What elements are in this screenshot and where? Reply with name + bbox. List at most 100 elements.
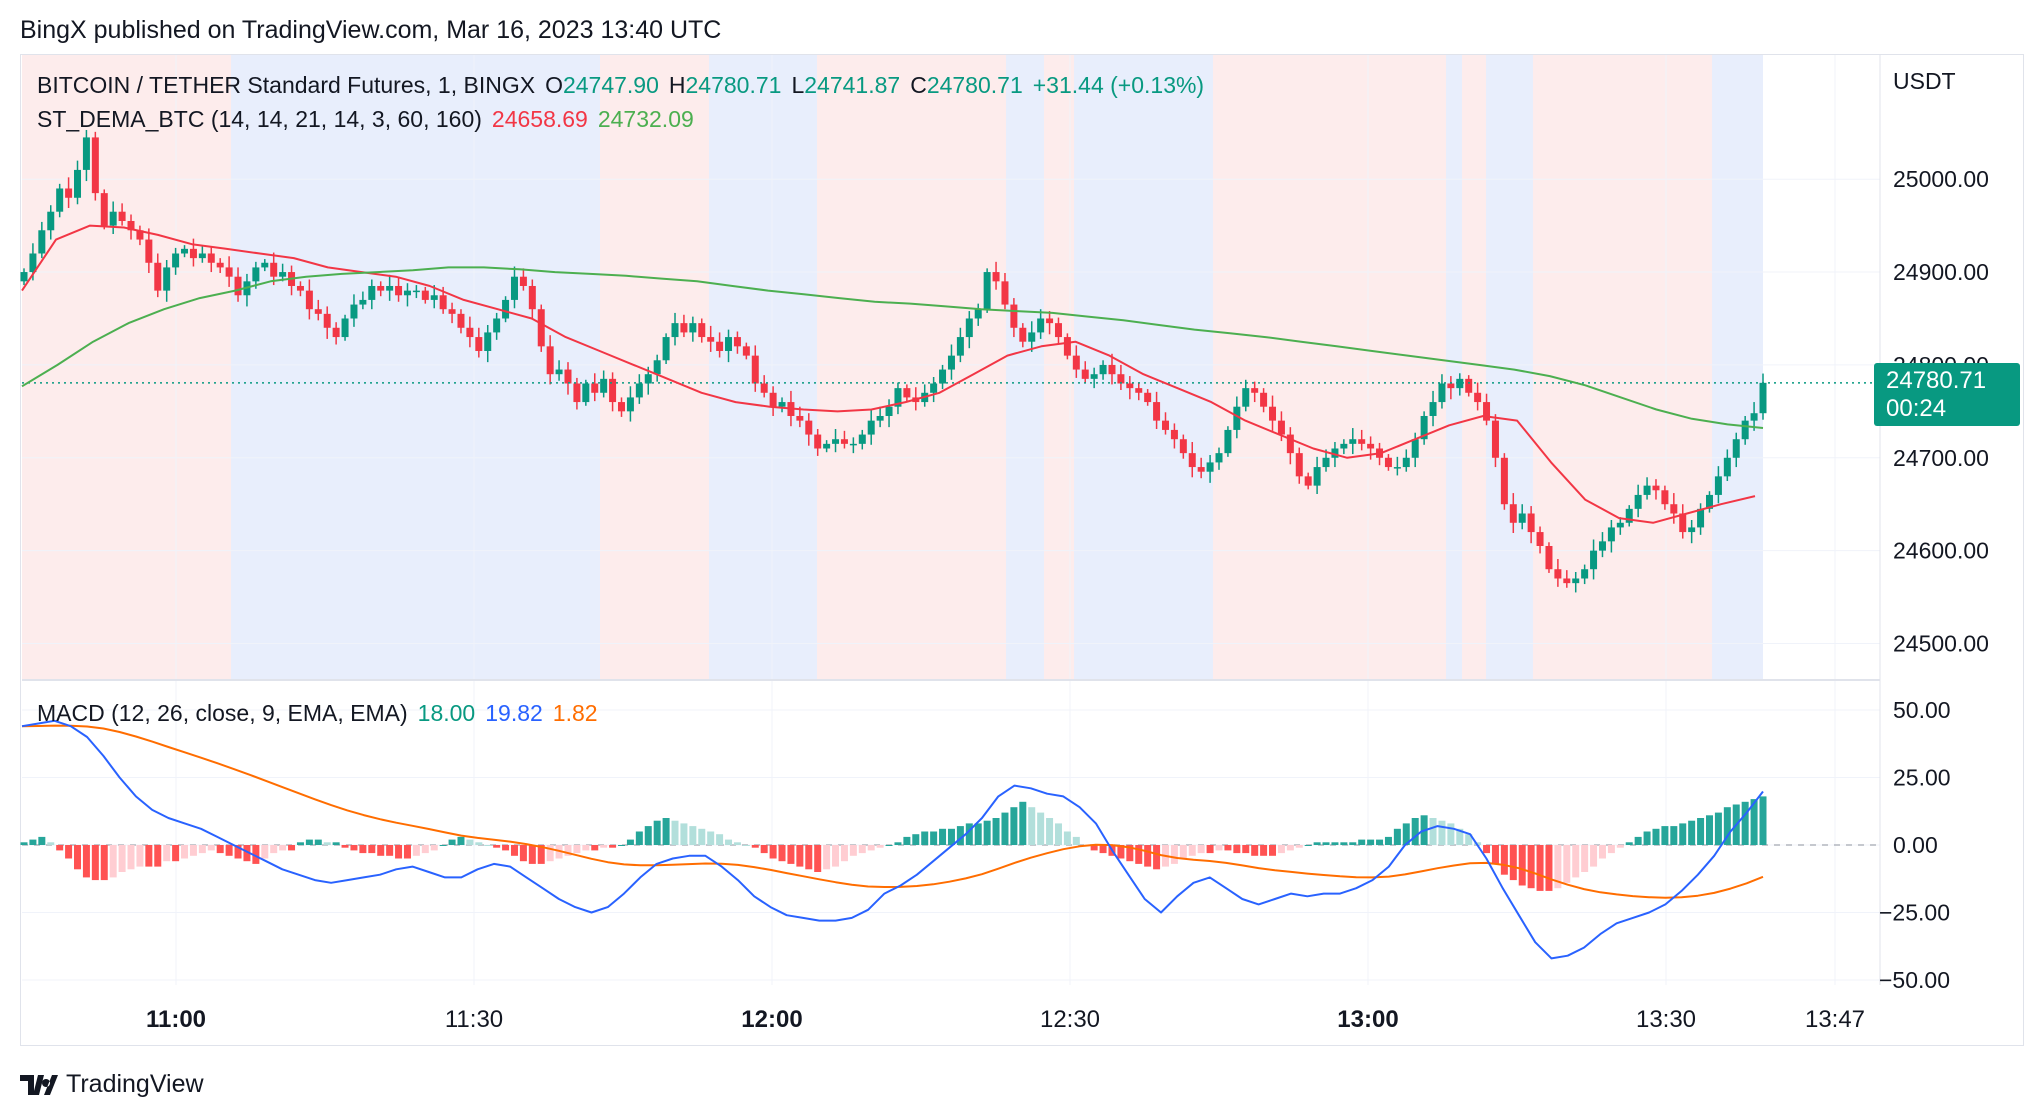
macd-hist-bar-96 [876,845,884,848]
macd-hist-bar-132 [1197,845,1205,854]
candle-body-45 [421,290,429,300]
macd-hist-bar-84 [769,845,777,859]
macd-hist-bar-160 [1447,823,1455,845]
macd-hist-bar-117 [1063,831,1071,845]
regime-band-3 [709,55,817,680]
macd-hist-bar-75 [689,826,697,845]
macd-hist-bar-150 [1358,839,1366,845]
macd-hist-bar-101 [921,831,929,845]
candle-body-145 [1313,467,1321,486]
candle-body-193 [1741,420,1749,440]
price-unit-label: USDT [1893,68,1956,94]
macd-hist-bar-40 [377,845,385,856]
macd-hist-bar-92 [840,845,848,862]
macd-hist-bar-18 [181,845,189,859]
candle-body-31 [296,285,304,291]
macd-hist-bar-109 [992,818,1000,845]
time-tick-label-3: 12:30 [1040,1006,1100,1033]
candle-body-76 [698,323,706,338]
candle-body-114 [1037,318,1045,333]
macd-hist-bar-131 [1188,845,1196,856]
candle-body-92 [840,439,848,444]
macd-hist-bar-181 [1634,836,1642,845]
regime-band-12 [1533,55,1712,680]
close-label: C [910,72,927,98]
symbol-title: BITCOIN / TETHER Standard Futures, 1, BI… [37,72,536,98]
macd-hist-bar-78 [716,834,724,845]
macd-hist-bar-6 [74,845,82,870]
price-tick-label-4: 24900.00 [1893,259,1989,285]
macd-hist-bar-167 [1509,845,1517,881]
macd-hist-bar-39 [368,845,376,854]
candle-body-94 [858,434,866,444]
macd-hist-bar-97 [885,845,893,846]
candle-body-48 [448,309,456,314]
chart-frame[interactable] [20,54,2024,1046]
macd-hist-bar-172 [1554,845,1562,889]
candle-body-190 [1714,476,1722,495]
macd-hist-bar-99 [903,836,911,845]
candle-body-78 [716,341,724,351]
candle-body-97 [885,406,893,416]
macd-hist-bar-118 [1072,836,1080,845]
candle-body-189 [1705,494,1713,509]
candle-body-108 [983,272,991,310]
candle-body-164 [1483,402,1491,421]
macd-hist-bar-21 [207,845,215,851]
macd-hist-bar-179 [1616,845,1624,848]
candle-body-43 [403,290,411,296]
candle-body-88 [805,420,813,435]
macd-hist-bar-4 [56,845,64,851]
change-value: +31.44 (+0.13%) [1032,72,1205,98]
macd-hist-bar-153 [1384,836,1392,845]
candle-body-168 [1518,513,1526,523]
macd-hist-bar-79 [725,839,733,845]
main-legend[interactable]: BITCOIN / TETHER Standard Futures, 1, BI… [37,72,1214,99]
candle-body-28 [270,262,278,277]
regime-band-8 [1213,55,1446,680]
candle-body-110 [1001,281,1009,305]
macd-hist-bar-15 [154,845,162,867]
candle-body-51 [475,337,483,351]
macd-hist-bar-144 [1304,845,1312,846]
candle-body-140 [1269,406,1277,421]
regime-band-1 [231,55,600,680]
candle-body-170 [1536,532,1544,546]
macd-hist-bar-29 [279,845,287,851]
macd-tick-label-3: −25.00 [1879,900,1950,926]
macd-hist-bar-3 [47,842,55,845]
candle-body-62 [573,383,581,403]
macd-hist-bar-114 [1037,812,1045,845]
macd-hist-bar-165 [1491,845,1499,864]
macd-legend[interactable]: MACD (12, 26, close, 9, EMA, EMA) 18.00 19… [37,700,608,727]
macd-hist-bar-65 [600,845,608,848]
macd-hist-bar-191 [1723,807,1731,845]
macd-hist-bar-103 [939,828,947,845]
macd-hist-bar-161 [1456,828,1464,845]
macd-hist-bar-173 [1563,845,1571,883]
macd-hist-bar-158 [1429,818,1437,845]
candle-body-153 [1384,457,1392,468]
st-dema-legend[interactable]: ST_DEMA_BTC (14, 14, 21, 14, 3, 60, 160)… [37,106,704,133]
macd-hist-bar-33 [314,839,322,845]
footer-brand[interactable]: TradingView [20,1070,204,1099]
macd-hist-bar-180 [1625,842,1633,845]
candle-body-40 [377,285,385,291]
candle-body-106 [965,318,973,338]
macd-signal-value: 1.82 [552,700,598,726]
trend-background [22,55,1763,680]
candle-body-20 [198,253,206,259]
macd-hist-bar-125 [1135,845,1143,864]
macd-hist-bar-110 [1001,812,1009,845]
candle-body-64 [591,383,599,393]
candle-body-127 [1153,402,1161,421]
macd-hist-bar-178 [1607,845,1615,854]
macd-hist-bar-38 [359,845,367,854]
candle-body-58 [537,309,545,347]
price-tick-label-0: 24500.00 [1893,631,1989,657]
time-tick-label-6: 13:47 [1805,1006,1865,1033]
candle-body-59 [546,346,554,375]
candle-body-162 [1465,378,1473,393]
candle-body-195 [1759,382,1767,414]
